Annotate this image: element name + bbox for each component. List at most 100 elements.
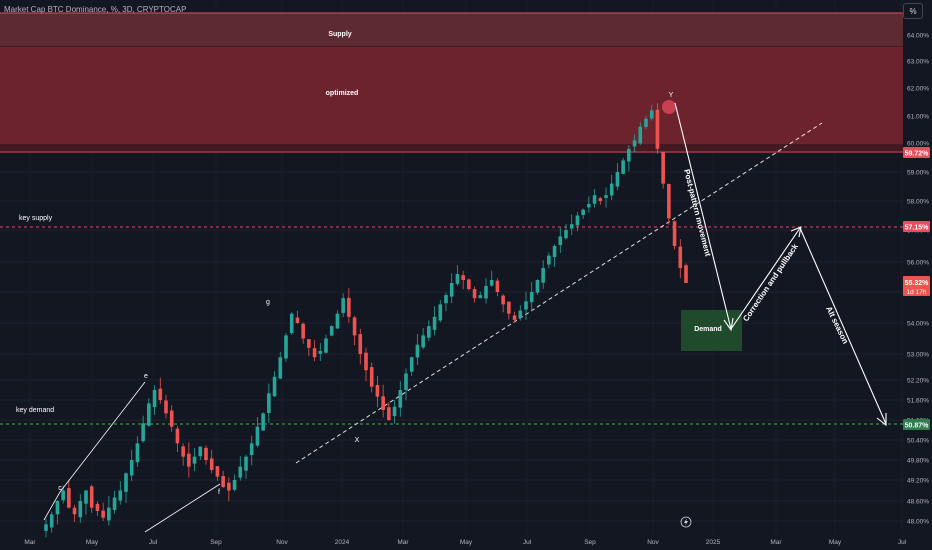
candle-body [352, 317, 357, 336]
candle-body [621, 160, 625, 174]
x-tick-label: Nov [276, 539, 288, 546]
candle-body [632, 140, 637, 147]
candle-body [341, 298, 345, 313]
candle-body [227, 482, 231, 491]
candles [44, 103, 688, 538]
candle-body [501, 295, 505, 305]
candle-body [101, 510, 105, 518]
candle-body [529, 292, 534, 303]
svg-text:1d 17h: 1d 17h [907, 289, 927, 296]
candle-body [78, 501, 83, 518]
candle-body [272, 376, 277, 397]
key-supply-label: key supply [19, 215, 53, 222]
optimized-label: optimized [326, 90, 359, 97]
demand-zone [681, 310, 742, 351]
candle-body [564, 230, 568, 239]
wave-label-x: X [355, 437, 360, 444]
candle-body [524, 301, 528, 310]
x-tick-label: Mar [24, 539, 36, 546]
candle-body [587, 203, 591, 208]
x-tick-label: Nov [647, 539, 659, 546]
lightning-icon[interactable] [680, 516, 692, 528]
candle-body [347, 297, 351, 317]
candle-body [489, 280, 494, 286]
candle-body [312, 348, 317, 358]
candle-body [295, 317, 300, 323]
y-tick-label: 48.60% [907, 499, 929, 506]
candle-body [381, 396, 385, 410]
x-tick-label: Sep [210, 539, 222, 546]
post-pattern-annotation: Post-pattern movement [682, 168, 712, 257]
candle-body [427, 326, 431, 338]
y-tick-label: 52.20% [907, 378, 929, 385]
svg-text:59.72%: 59.72% [905, 151, 930, 158]
candle-body [284, 335, 288, 359]
candle-body [678, 246, 683, 268]
candle-body [592, 195, 597, 204]
percent-scale-button[interactable]: % [903, 3, 923, 19]
x-tick-label: 2024 [335, 539, 350, 546]
candle-body [118, 490, 123, 501]
candle-body [644, 118, 648, 127]
candle-body [261, 413, 265, 431]
candle-body [438, 304, 443, 321]
y-tick-label: 48.00% [907, 519, 929, 526]
wave-line-f [144, 483, 221, 533]
correction-annotation: Correction and pullback [741, 242, 800, 323]
candle-body [187, 453, 191, 467]
supply-top-band [0, 13, 903, 46]
x-tick-label: Jul [523, 539, 532, 546]
candle-body [535, 280, 540, 293]
candle-body [175, 428, 180, 444]
y-tick-label: 59.00% [907, 170, 929, 177]
arrow-correction [730, 227, 801, 330]
candle-body [318, 350, 323, 354]
candle-body [141, 423, 145, 442]
candle-body [638, 126, 643, 144]
candle-body [44, 524, 48, 531]
x-tick-label: May [829, 539, 842, 546]
y-tick-label: 61.00% [907, 114, 929, 121]
candle-body [135, 443, 140, 463]
candle-body [112, 497, 117, 510]
candle-body [67, 488, 71, 508]
candle-body [375, 384, 380, 397]
candle-body [95, 503, 100, 511]
candle-body [387, 407, 391, 420]
y-tick-label: 60.00% [907, 141, 929, 148]
candle-body [198, 446, 203, 457]
arrow-post-pattern [674, 102, 732, 330]
candle-body [267, 393, 271, 414]
candle-body [55, 501, 60, 515]
wave-label-g: g [266, 299, 270, 306]
candle-body [152, 390, 157, 408]
svg-text:55.32%: 55.32% [905, 280, 930, 287]
candle-body [455, 274, 460, 284]
candle-body [507, 301, 511, 314]
candle-body [169, 410, 174, 427]
candle-body [329, 326, 334, 336]
candle-body [581, 209, 585, 216]
candle-body [289, 313, 294, 334]
grid [0, 34, 903, 522]
current-price-badge: 55.32% 1d 17h [903, 276, 930, 296]
time-axis[interactable]: Mar May Jul Sep Nov 2024 Mar May Jul Sep Nov 2025 Ma… [24, 539, 906, 546]
arrow-correction-head [790, 226, 802, 238]
wave-label-f: f [218, 489, 220, 496]
candle-body [192, 456, 197, 464]
candle-body [478, 295, 483, 299]
x-tick-label: 2025 [706, 539, 721, 546]
candle-body [627, 148, 631, 162]
svg-text:57.15%: 57.15% [905, 225, 930, 232]
candle-body [278, 357, 283, 379]
candle-body [392, 406, 397, 417]
candle-body [209, 458, 214, 470]
candle-body [301, 323, 305, 339]
candle-body [404, 373, 408, 390]
x-tick-label: May [460, 539, 473, 546]
y-tick-label: 62.00% [907, 86, 929, 93]
candle-body [147, 403, 151, 426]
candle-body [684, 265, 688, 283]
projection-arrows [674, 102, 887, 427]
